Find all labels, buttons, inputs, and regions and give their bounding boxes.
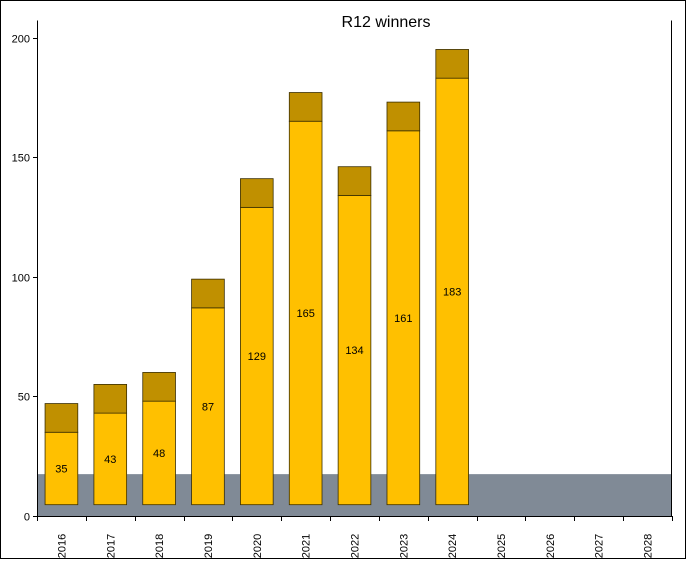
x-tick-label: 2016 [56,534,68,558]
y-tick-label: 200 [12,34,30,46]
bar-cap [191,278,225,309]
bar-cap [44,403,79,433]
y-tick-label: 0 [24,512,30,524]
data-label: 165 [296,308,314,320]
data-label: 161 [394,313,412,325]
bar-cap [93,384,128,414]
bar-cap [386,101,421,132]
x-tick-label: 2027 [594,534,606,558]
bar-cap [288,92,323,122]
data-label: 183 [443,286,461,298]
x-tick-label: 2025 [496,534,508,558]
data-label: 129 [248,351,266,363]
y-tick-label: 150 [12,153,30,165]
bar [240,206,274,506]
data-label: 134 [345,345,363,357]
bar [337,195,372,506]
x-tick-label: 2021 [301,534,313,558]
chart-title: R12 winners [342,14,431,31]
y-tick-label: 100 [12,273,30,285]
x-tick-label: 2017 [105,534,117,558]
x-tick-label: 2023 [398,534,410,558]
bar [288,120,323,506]
plot-area: 0 50 100 150 200 35 2016 43 2017 48 2018 87 2019 129 2… [12,20,673,558]
bar-cap [435,49,469,79]
bar [435,77,469,506]
x-tick-label: 2026 [545,534,557,558]
bar-cap [240,178,274,208]
x-tick-label: 2020 [252,534,264,558]
x-tick-label: 2028 [643,534,655,558]
bar [191,307,225,506]
bar-cap [142,372,176,402]
data-label: 43 [104,454,116,466]
x-tick-label: 2018 [154,534,166,558]
bar-cap [337,166,372,196]
bar [386,130,421,506]
x-tick-label: 2024 [447,534,459,558]
x-tick-label: 2022 [350,534,362,558]
y-tick-label: 50 [18,392,30,404]
data-label: 35 [55,463,67,475]
bar [93,412,128,506]
data-label: 87 [202,401,214,413]
x-tick-label: 2019 [203,534,215,558]
data-label: 48 [153,448,165,460]
bar [44,431,79,506]
